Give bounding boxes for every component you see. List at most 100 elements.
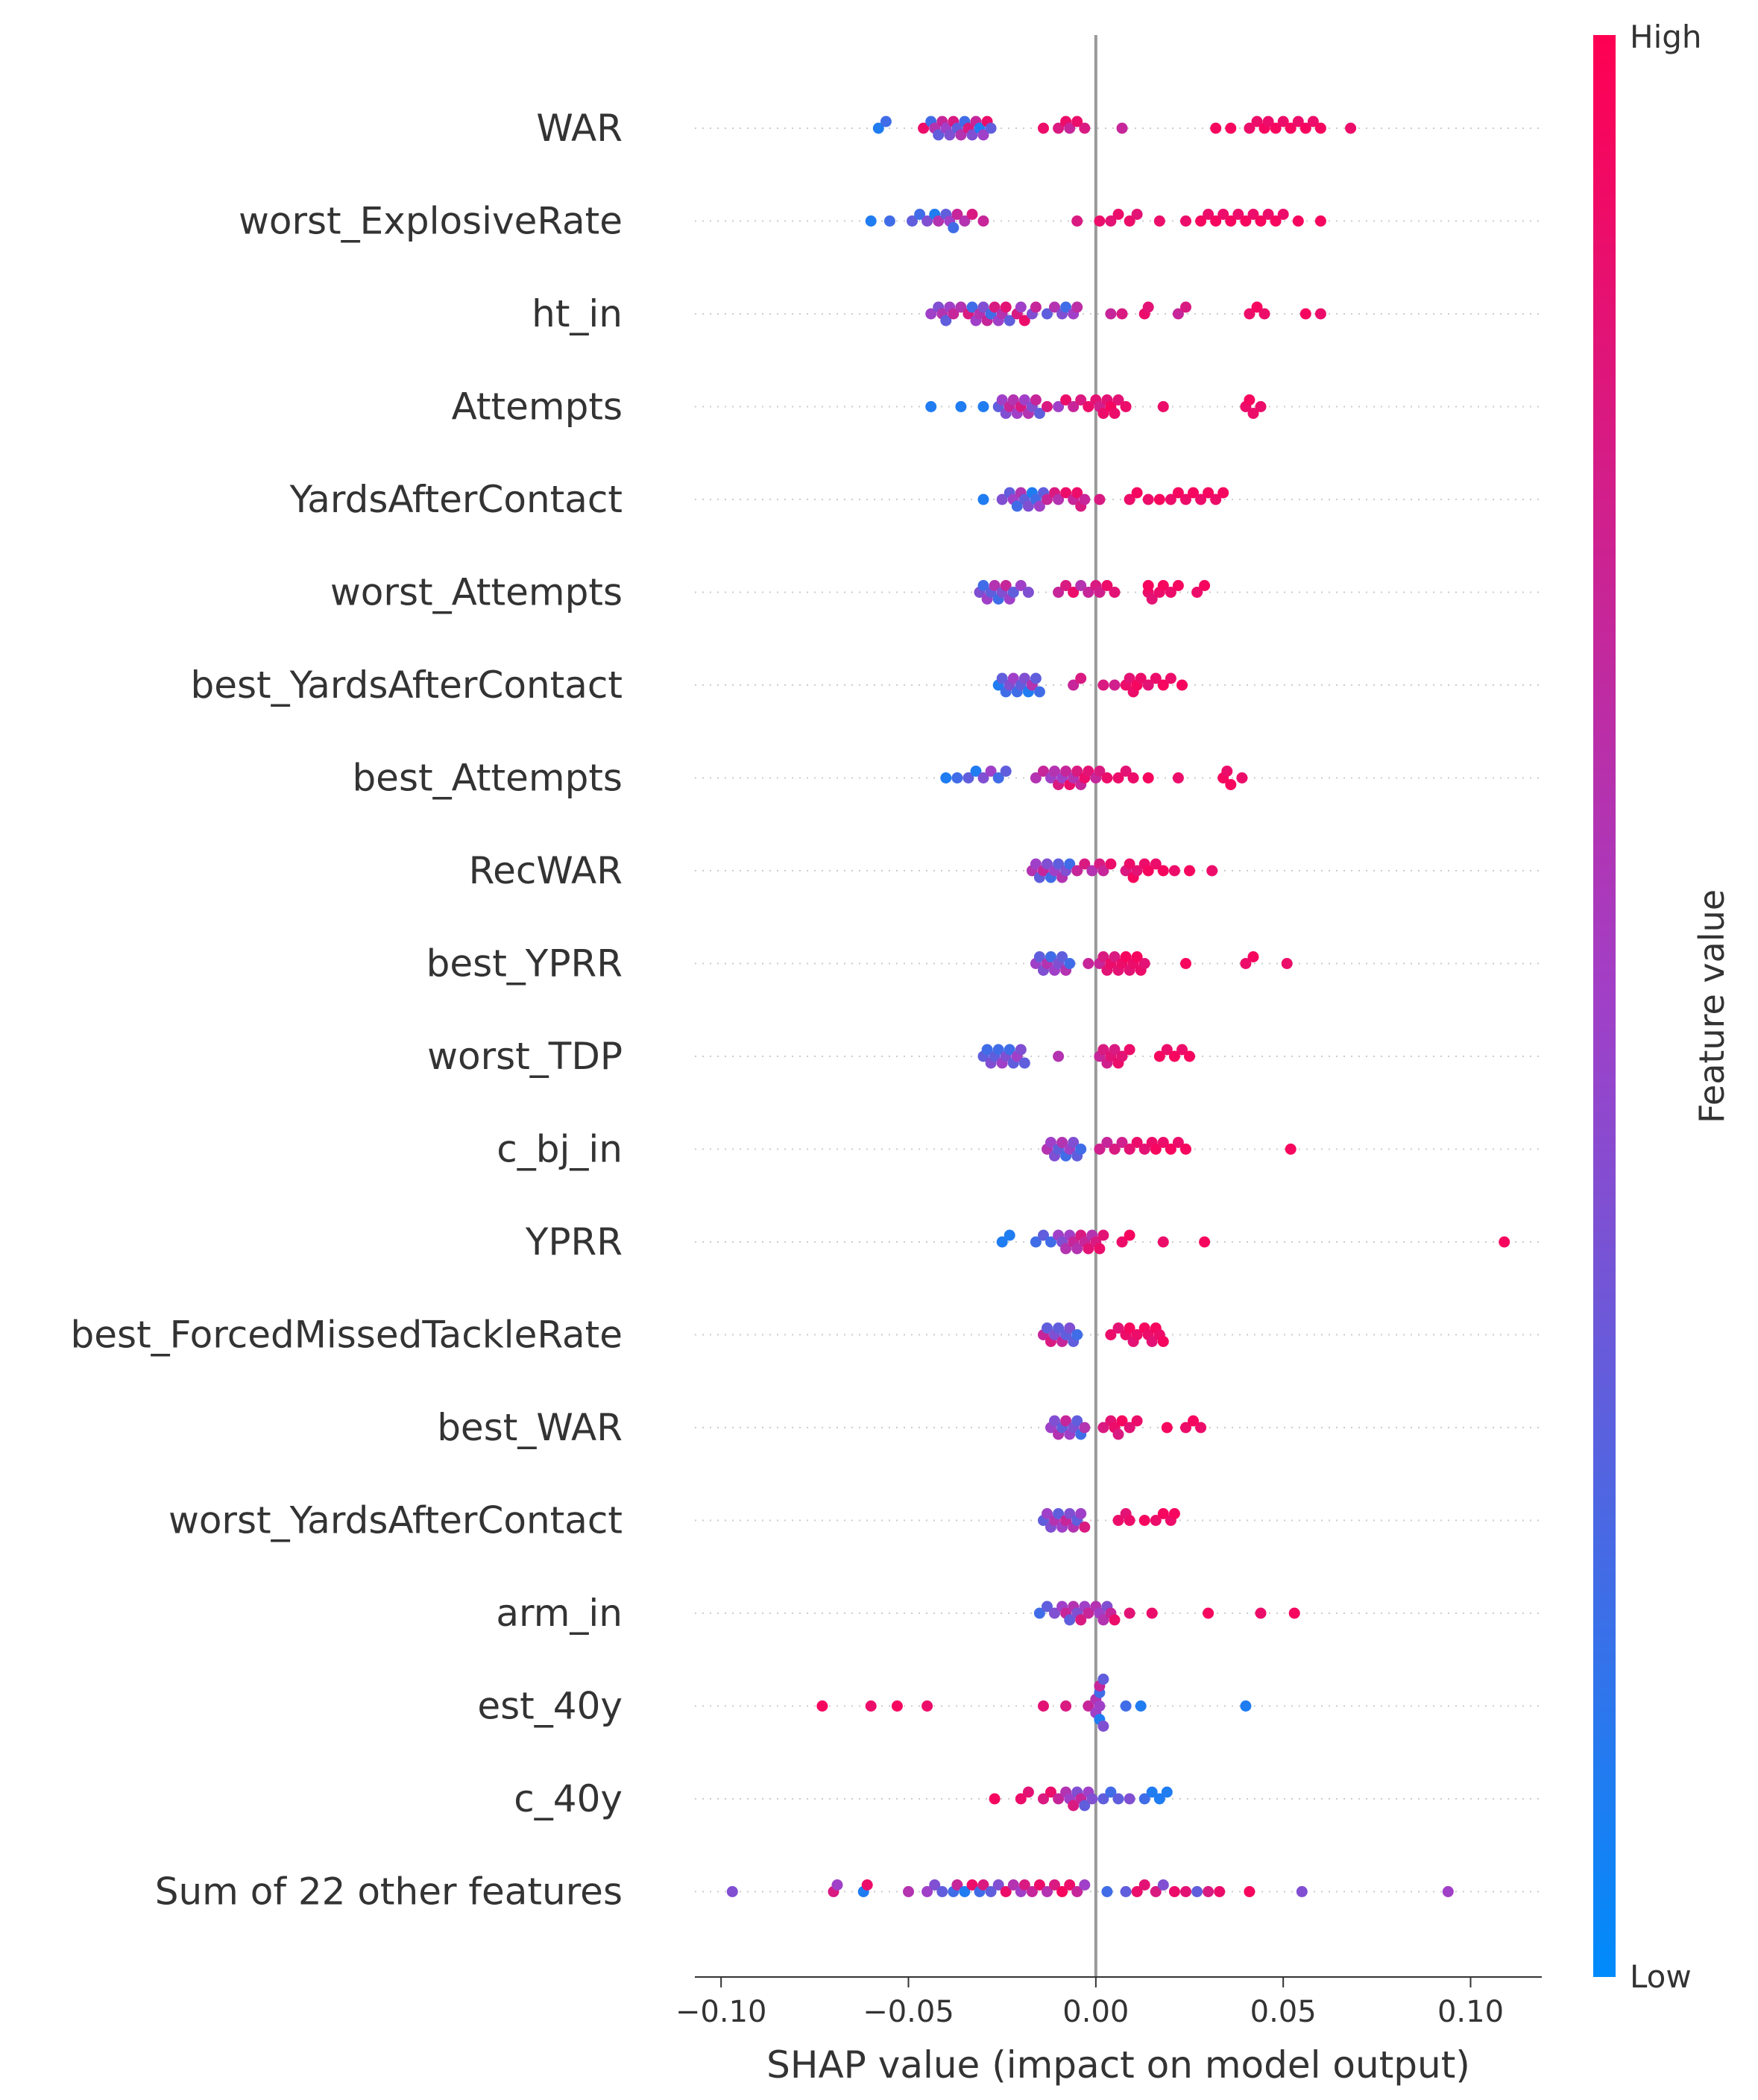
- shap-point: [1097, 865, 1109, 877]
- shap-point: [1157, 679, 1169, 691]
- shap-point: [1079, 122, 1091, 134]
- shap-point: [1101, 1886, 1113, 1897]
- x-axis-label: SHAP value (impact on model output): [766, 2043, 1470, 2087]
- shap-point: [1094, 1700, 1106, 1712]
- x-tick-label: 0.00: [1062, 1995, 1129, 2029]
- shap-point: [1004, 1229, 1015, 1241]
- shap-point: [1244, 394, 1256, 406]
- shap-point: [1138, 1144, 1150, 1155]
- shap-point: [1071, 301, 1083, 313]
- shap-point: [1131, 209, 1143, 220]
- shap-point: [1053, 1322, 1065, 1334]
- data-points: [726, 116, 1510, 1897]
- shap-point: [981, 1044, 993, 1056]
- shap-point: [1030, 1236, 1042, 1248]
- shap-point: [1314, 122, 1326, 134]
- shap-point: [1176, 679, 1188, 691]
- shap-point: [1442, 1886, 1454, 1897]
- shap-point: [1109, 1044, 1121, 1056]
- x-tick-label: −0.05: [863, 1995, 954, 2029]
- shap-point: [1071, 865, 1083, 877]
- shap-point: [1094, 1144, 1106, 1155]
- shap-point: [1277, 209, 1289, 220]
- shap-point: [1195, 494, 1207, 505]
- shap-point: [1068, 1800, 1080, 1812]
- shap-point: [1176, 1044, 1188, 1056]
- shap-point: [1210, 494, 1222, 505]
- feature-label: worst_TDP: [427, 1035, 623, 1078]
- shap-point: [1109, 408, 1121, 419]
- shap-point: [985, 766, 997, 777]
- shap-point: [1056, 951, 1068, 962]
- shap-point: [1191, 587, 1203, 598]
- shap-point: [1007, 1879, 1019, 1891]
- shap-point: [1053, 858, 1065, 870]
- shap-point: [1172, 487, 1184, 499]
- shap-point: [1172, 1137, 1184, 1148]
- shap-point: [1105, 1329, 1117, 1340]
- shap-point: [1022, 1786, 1034, 1798]
- shap-point: [977, 301, 989, 313]
- shap-point: [1042, 1508, 1053, 1519]
- shap-point: [1168, 1886, 1180, 1897]
- shap-point: [992, 1044, 1004, 1056]
- shap-point: [1142, 679, 1154, 691]
- shap-point: [921, 1886, 933, 1897]
- shap-point: [1240, 1700, 1252, 1712]
- shap-point: [1157, 1137, 1169, 1148]
- shap-point: [903, 1886, 914, 1897]
- shap-point: [1049, 1607, 1060, 1619]
- shap-point: [1184, 865, 1195, 877]
- shap-point: [1131, 487, 1143, 499]
- shap-point: [1499, 1236, 1510, 1248]
- shap-point: [985, 122, 997, 134]
- shap-point: [1045, 1137, 1056, 1148]
- shap-point: [940, 315, 952, 327]
- shap-point: [1079, 1522, 1091, 1533]
- shap-point: [1116, 308, 1128, 320]
- feature-label: worst_Attempts: [330, 571, 623, 614]
- shap-point: [1142, 494, 1154, 505]
- shap-point: [1022, 587, 1034, 598]
- shap-point: [1124, 1607, 1135, 1619]
- shap-point: [1232, 209, 1244, 220]
- shap-point: [1112, 1515, 1124, 1526]
- shap-point: [1314, 215, 1326, 227]
- shap-point: [1109, 1144, 1121, 1155]
- shap-point: [1120, 766, 1132, 777]
- shap-point: [1045, 1786, 1056, 1798]
- shap-point: [1281, 958, 1293, 969]
- feature-label: WAR: [536, 107, 623, 150]
- shap-point: [1203, 487, 1214, 499]
- shap-point: [1018, 1057, 1030, 1069]
- shap-point: [951, 1879, 963, 1891]
- shap-point: [1195, 1422, 1207, 1434]
- shap-point: [1086, 865, 1098, 877]
- shap-point: [1094, 766, 1106, 777]
- shap-point: [966, 301, 978, 313]
- shap-point: [1153, 1050, 1165, 1062]
- shap-point: [1277, 116, 1289, 127]
- feature-label: YardsAfterContact: [289, 478, 623, 521]
- shap-point: [1068, 587, 1080, 598]
- shap-point: [1109, 1614, 1121, 1626]
- shap-point: [1060, 1415, 1072, 1427]
- shap-point: [1206, 865, 1218, 877]
- shap-point: [951, 772, 963, 783]
- shap-point: [1033, 500, 1045, 512]
- shap-point: [966, 1879, 978, 1891]
- shap-point: [1124, 1515, 1135, 1526]
- shap-point: [1124, 858, 1135, 870]
- shap-point: [1053, 1793, 1065, 1805]
- shap-point: [1033, 1879, 1045, 1891]
- shap-point: [1225, 122, 1237, 134]
- shap-point: [1101, 772, 1113, 783]
- shap-point: [1075, 580, 1087, 591]
- shap-point: [1049, 1415, 1060, 1427]
- feature-label: c_bj_in: [497, 1128, 623, 1171]
- shap-point: [1015, 580, 1027, 591]
- shap-point: [1180, 1886, 1191, 1897]
- shap-point: [1079, 494, 1091, 505]
- shap-point: [996, 494, 1008, 505]
- shap-point: [1060, 1243, 1072, 1255]
